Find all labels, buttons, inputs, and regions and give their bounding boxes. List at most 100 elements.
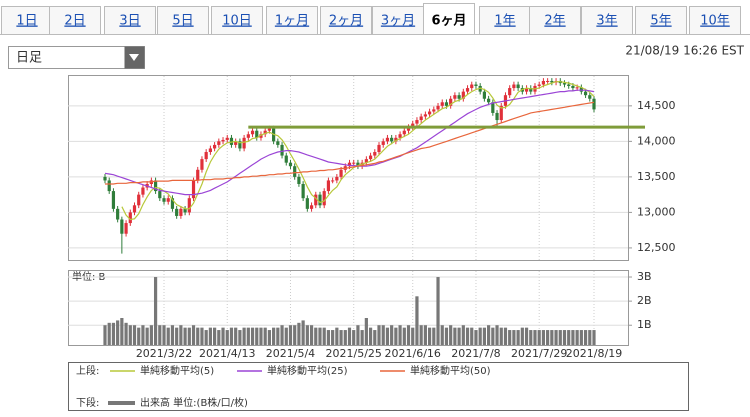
candle-body [128, 212, 132, 224]
volume-bar [541, 330, 546, 345]
tab[interactable] [320, 6, 372, 35]
candle-body [242, 137, 246, 149]
volume-bar [137, 327, 141, 345]
tab-label[interactable]: 2年 [544, 14, 565, 29]
tab[interactable] [157, 6, 209, 35]
tab-label[interactable]: 10年 [700, 14, 730, 29]
volume-bar [453, 327, 457, 345]
candle-body [541, 80, 546, 85]
candle-body [111, 191, 116, 209]
volume-bar [225, 330, 229, 345]
volume-bar [267, 330, 272, 345]
candle-body [567, 84, 571, 86]
tab[interactable] [529, 6, 581, 35]
tab[interactable] [689, 6, 741, 35]
candle-body [200, 159, 204, 170]
volume-bar [297, 322, 301, 345]
tab[interactable] [211, 6, 263, 35]
volume-bar [470, 327, 474, 345]
tab[interactable] [423, 3, 475, 35]
candle-body [331, 180, 335, 182]
volume-bar [579, 330, 583, 345]
volume-bar [465, 327, 470, 345]
tab-label[interactable]: 3日 [119, 14, 140, 29]
candle-body [284, 155, 288, 163]
volume-bar [347, 327, 352, 345]
volume-bar [381, 325, 385, 345]
y-tick-label: 3B [637, 270, 652, 283]
tab-label[interactable]: 6ヶ月 [431, 14, 466, 29]
timestamp: 21/08/19 16:26 EST [625, 44, 744, 58]
candle-body [550, 80, 554, 83]
volume-unit: 単位: B [72, 270, 106, 283]
volume-bar [242, 327, 246, 345]
volume-bar [250, 327, 255, 345]
candle-body [406, 127, 411, 131]
tab-label[interactable]: 2日 [64, 14, 85, 29]
candle-body [453, 95, 457, 99]
volume-bar [558, 330, 562, 345]
volume-bar [217, 330, 221, 345]
candle-body [158, 191, 162, 199]
candle-body [263, 130, 267, 135]
volume-bar [356, 325, 360, 345]
volume-bar [335, 327, 339, 345]
tab[interactable] [49, 6, 101, 35]
volume-bar [487, 325, 491, 345]
candle-body [592, 98, 596, 110]
volume-bar [305, 325, 309, 345]
legend-label: 単純移動平均(5) [140, 364, 214, 377]
volume-bar [533, 330, 537, 345]
volume-bar [495, 325, 499, 345]
volume-bar [162, 325, 166, 345]
volume-bar [208, 327, 212, 345]
tab-label[interactable]: 3ヶ月 [381, 14, 415, 29]
volume-bar [461, 325, 465, 345]
candle-body [390, 137, 394, 142]
volume-bar [229, 327, 234, 345]
candle-body [191, 180, 196, 199]
volume-bar [449, 325, 453, 345]
tab-label[interactable]: 1ヶ月 [275, 14, 309, 29]
dropdown-label[interactable]: 日足 [16, 51, 42, 66]
volume-bar [116, 320, 120, 345]
volume-bar [546, 330, 550, 345]
candle-body [272, 128, 276, 142]
candle-body [280, 144, 284, 156]
volume-bar [187, 327, 191, 345]
candle-body [116, 208, 120, 220]
volume-bar [339, 330, 343, 345]
candle-body [276, 141, 280, 145]
candle-body [196, 169, 200, 181]
candle-body [419, 116, 423, 121]
y-tick-label: 14,500 [637, 99, 676, 112]
tab[interactable] [266, 6, 318, 35]
volume-bar [516, 330, 520, 345]
volume-bar [149, 325, 153, 345]
volume-bar [474, 330, 478, 345]
tab[interactable] [479, 6, 531, 35]
tab[interactable] [581, 6, 633, 35]
volume-bar [398, 325, 402, 345]
candle-body [225, 137, 229, 140]
tab-label[interactable]: 10日 [222, 14, 252, 29]
tab[interactable] [635, 6, 687, 35]
candle-body [288, 162, 293, 167]
candle-body [461, 91, 465, 99]
tab-label[interactable]: 3年 [596, 14, 617, 29]
tab-label[interactable]: 1日 [16, 14, 37, 29]
tab-label[interactable]: 1年 [494, 14, 515, 29]
volume-bar [524, 327, 529, 345]
candle-body [255, 130, 259, 138]
tab[interactable] [104, 6, 156, 35]
candle-body [267, 128, 272, 131]
candle-body [394, 137, 398, 142]
tab-label[interactable]: 5年 [650, 14, 671, 29]
candle-body [499, 105, 503, 121]
tab-label[interactable]: 2ヶ月 [329, 14, 363, 29]
candle-body [364, 159, 368, 163]
tab-label[interactable]: 5日 [172, 14, 193, 29]
volume-bar [482, 327, 486, 345]
candle-body [373, 152, 377, 156]
